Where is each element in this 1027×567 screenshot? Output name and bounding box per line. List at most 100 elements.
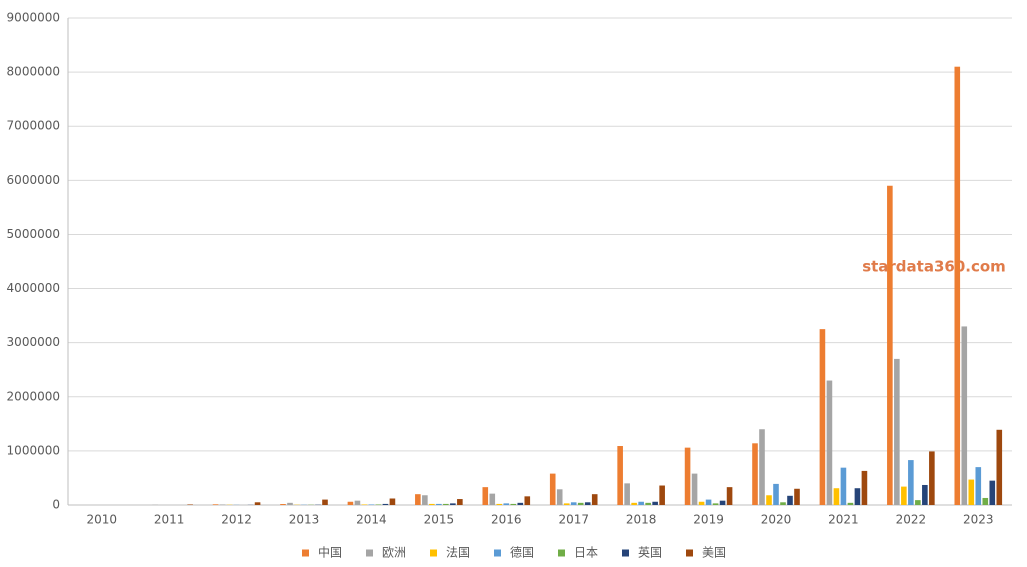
bar	[787, 495, 793, 505]
bar	[894, 358, 900, 505]
bar	[254, 502, 261, 505]
bar	[482, 487, 489, 505]
bar	[429, 503, 435, 505]
y-tick-label: 5000000	[7, 227, 60, 241]
bar	[322, 499, 328, 505]
bar	[457, 499, 463, 505]
bar	[422, 495, 428, 505]
y-tick-label: 1000000	[7, 443, 60, 457]
bar	[780, 502, 786, 505]
watermark: stardata360.com	[862, 258, 1006, 276]
bar	[752, 443, 758, 505]
bar	[556, 489, 563, 505]
legend-swatch	[430, 549, 437, 557]
legend-label: 欧洲	[382, 546, 406, 560]
legend-label: 中国	[318, 545, 342, 560]
legend-swatch	[494, 549, 501, 557]
bar	[847, 502, 854, 505]
x-tick-label: 2016	[491, 513, 522, 527]
bar	[347, 501, 354, 505]
bar	[854, 488, 861, 505]
bar	[989, 480, 996, 505]
bar	[908, 460, 914, 505]
legend-swatch	[366, 549, 373, 557]
bar	[759, 429, 765, 505]
bar	[684, 447, 691, 505]
bar	[524, 496, 531, 505]
bar	[287, 502, 293, 505]
bar	[826, 380, 833, 505]
bar	[361, 504, 368, 505]
bar	[570, 502, 577, 505]
bar	[975, 467, 982, 505]
bar	[389, 498, 396, 505]
bar	[901, 486, 907, 505]
bar	[645, 502, 651, 505]
x-tick-label: 2017	[558, 513, 589, 527]
bar	[861, 470, 868, 505]
bar	[617, 446, 623, 505]
legend-label: 英国	[638, 546, 662, 560]
bar	[840, 467, 847, 505]
y-tick-label: 2000000	[7, 389, 60, 403]
bar	[719, 500, 726, 505]
legend-label: 德国	[510, 545, 534, 560]
y-tick-label: 6000000	[7, 173, 60, 187]
bar	[584, 502, 591, 505]
bar	[503, 503, 510, 505]
y-tick-label: 9000000	[7, 11, 60, 25]
y-tick-label: 3000000	[7, 335, 60, 349]
bar	[794, 488, 800, 505]
x-tick-label: 2022	[896, 513, 927, 527]
y-tick-label: 7000000	[7, 119, 60, 133]
bar	[382, 503, 389, 505]
bar	[443, 503, 449, 505]
bar	[510, 503, 517, 505]
legend-label: 美国	[702, 546, 726, 560]
x-tick-label: 2013	[289, 513, 320, 527]
bar	[726, 487, 733, 505]
x-tick-label: 2014	[356, 513, 387, 527]
bar	[929, 451, 935, 505]
bar	[517, 502, 524, 505]
bar	[638, 501, 644, 505]
bar	[212, 504, 219, 505]
bar	[968, 479, 975, 505]
bar	[549, 473, 556, 505]
bar	[219, 504, 226, 505]
bar	[961, 326, 968, 505]
bar	[712, 503, 719, 505]
bar	[652, 501, 658, 505]
bar	[489, 493, 496, 505]
x-tick-label: 2015	[424, 513, 455, 527]
bar	[915, 500, 921, 505]
legend-swatch	[622, 549, 629, 557]
bar	[436, 503, 442, 505]
bar	[659, 485, 665, 505]
x-tick-label: 2012	[221, 513, 252, 527]
bar	[887, 185, 893, 505]
bar	[982, 497, 989, 505]
x-tick-label: 2010	[86, 513, 117, 527]
legend-label: 日本	[574, 546, 598, 560]
bar	[819, 329, 826, 505]
bar	[375, 504, 382, 505]
bar	[705, 499, 712, 505]
bar	[496, 503, 503, 505]
legend-swatch	[686, 549, 693, 557]
bar	[368, 504, 375, 505]
y-tick-label: 4000000	[7, 281, 60, 295]
bar	[833, 488, 840, 505]
bar	[187, 504, 193, 505]
bar	[563, 503, 570, 505]
x-tick-label: 2021	[828, 513, 859, 527]
bar	[624, 483, 630, 505]
y-tick-label: 8000000	[7, 65, 60, 79]
bar	[922, 484, 928, 505]
x-tick-label: 2011	[154, 513, 185, 527]
legend-swatch	[302, 549, 309, 557]
x-tick-label: 2023	[963, 513, 994, 527]
bar	[631, 502, 637, 505]
bar	[954, 66, 961, 505]
